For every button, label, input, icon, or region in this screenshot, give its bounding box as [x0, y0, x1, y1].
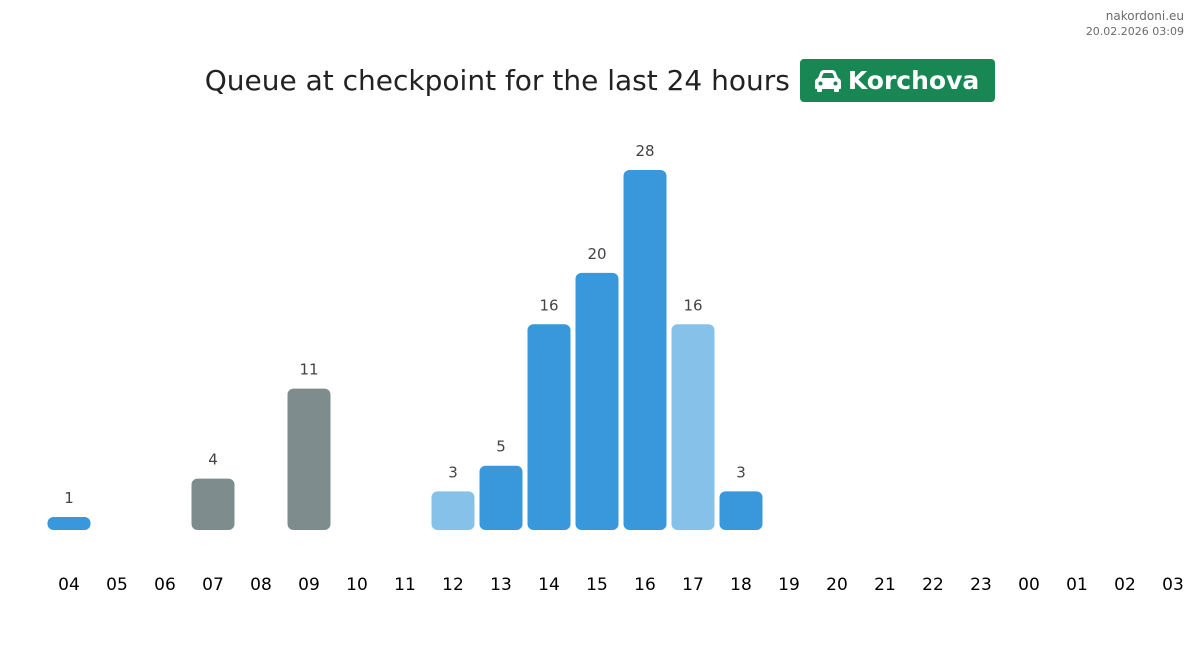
- chart-header: Queue at checkpoint for the last 24 hour…: [0, 59, 1200, 102]
- checkpoint-badge: Korchova: [799, 59, 996, 102]
- x-tick-label: 03: [1162, 575, 1184, 595]
- x-tick-label: 04: [58, 575, 80, 595]
- x-tick-label: 22: [922, 575, 944, 595]
- x-tick-label: 21: [874, 575, 896, 595]
- bar-15[interactable]: [575, 272, 619, 530]
- bar-value-label: 3: [736, 463, 746, 481]
- x-tick-label: 19: [778, 575, 800, 595]
- bar-16[interactable]: [623, 170, 667, 530]
- x-tick-label: 06: [154, 575, 176, 595]
- x-tick-label: 20: [826, 575, 848, 595]
- x-tick-label: 02: [1114, 575, 1136, 595]
- x-tick-label: 09: [298, 575, 320, 595]
- car-icon: [814, 69, 841, 92]
- bar-value-label: 20: [587, 245, 606, 263]
- x-tick-label: 08: [250, 575, 272, 595]
- bar-value-label: 3: [448, 463, 458, 481]
- bar-value-label: 16: [683, 296, 702, 314]
- x-tick-label: 05: [106, 575, 128, 595]
- x-tick-label: 17: [682, 575, 704, 595]
- bar-04[interactable]: [47, 517, 91, 530]
- x-tick-label: 07: [202, 575, 224, 595]
- source-site[interactable]: nakordoni.eu: [1105, 9, 1184, 23]
- timestamp: 20.02.2026 03:09: [1085, 25, 1184, 38]
- x-tick-label: 11: [394, 575, 416, 595]
- bar-value-label: 28: [635, 142, 654, 160]
- source-info: nakordoni.eu 20.02.2026 03:09: [1086, 9, 1184, 39]
- x-tick-label: 16: [634, 575, 656, 595]
- x-tick-label: 18: [730, 575, 752, 595]
- x-tick-label: 12: [442, 575, 464, 595]
- bar-value-label: 1: [64, 489, 74, 507]
- bar-09[interactable]: [287, 388, 331, 530]
- x-tick-label: 00: [1018, 575, 1040, 595]
- x-tick-label: 01: [1066, 575, 1088, 595]
- bar-14[interactable]: [527, 324, 571, 530]
- chart-title: Queue at checkpoint for the last 24 hour…: [204, 64, 790, 97]
- bar-07[interactable]: [191, 478, 235, 530]
- bar-value-label: 4: [208, 451, 218, 469]
- bar-12[interactable]: [431, 491, 475, 530]
- bar-value-label: 16: [539, 296, 558, 314]
- bar-value-label: 11: [299, 361, 318, 379]
- x-tick-label: 14: [538, 575, 560, 595]
- x-tick-label: 10: [346, 575, 368, 595]
- x-tick-label: 13: [490, 575, 512, 595]
- x-tick-label: 15: [586, 575, 608, 595]
- x-tick-label: 23: [970, 575, 992, 595]
- bar-17[interactable]: [671, 324, 715, 530]
- bar-value-label: 5: [496, 438, 506, 456]
- checkpoint-label: Korchova: [847, 66, 980, 95]
- bar-13[interactable]: [479, 465, 523, 530]
- bar-18[interactable]: [719, 491, 763, 530]
